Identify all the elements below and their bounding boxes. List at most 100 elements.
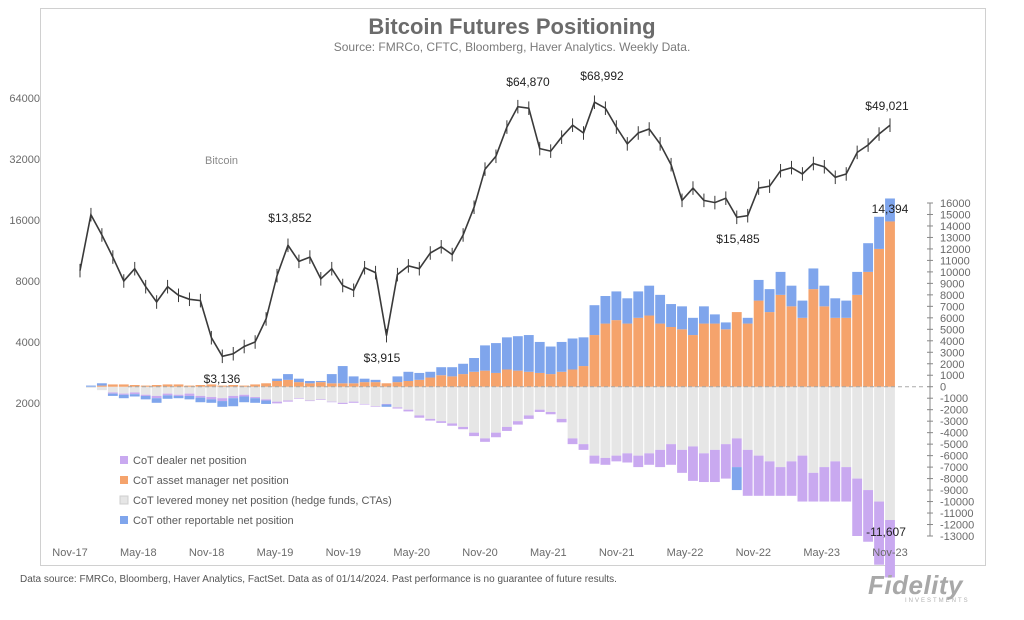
levered-bar	[512, 386, 523, 422]
levered-bar	[600, 386, 611, 458]
asset-manager-bar	[764, 312, 775, 387]
asset-manager-bar	[600, 323, 611, 387]
right-axis-ticks: 1600015000140001300012000110001000090008…	[927, 198, 974, 543]
asset-manager-bar	[283, 379, 293, 387]
other-bar	[272, 378, 282, 381]
asset-manager-bar	[567, 369, 578, 387]
levered-bar	[698, 386, 709, 454]
asset-manager-bar	[217, 385, 228, 387]
levered-bar	[326, 386, 337, 402]
other-bar	[392, 376, 403, 383]
right-tick-label: 6000	[940, 313, 964, 325]
other-bar	[512, 336, 523, 371]
other-bar	[567, 338, 578, 370]
levered-bar	[480, 386, 490, 439]
dealer-bar	[633, 455, 644, 468]
other-bar	[425, 371, 436, 378]
left-tick-label: 32000	[9, 154, 40, 166]
other-bar	[337, 366, 348, 384]
dealer-bar	[469, 432, 479, 437]
asset-manager-bar	[293, 382, 304, 387]
other-bar	[348, 376, 359, 384]
other-bar	[885, 198, 895, 222]
dealer-bar	[184, 393, 195, 396]
left-tick-label: 64000	[9, 93, 40, 105]
dealer-bar	[677, 449, 687, 473]
asset-manager-bar	[534, 372, 545, 387]
dealer-bar	[731, 438, 742, 468]
asset-manager-bar	[501, 369, 512, 387]
levered-bar	[469, 386, 479, 433]
dealer-bar	[403, 409, 414, 412]
levered-bar	[644, 386, 655, 454]
asset-manager-bar	[698, 323, 709, 387]
levered-bar	[633, 386, 644, 456]
levered-bar	[863, 386, 874, 491]
x-tick-label: May-23	[803, 547, 840, 559]
asset-manager-bar	[458, 374, 469, 387]
dealer-bar	[863, 490, 874, 542]
asset-manager-bar	[118, 384, 129, 387]
levered-bar	[458, 386, 469, 427]
asset-manager-bar	[359, 382, 370, 387]
other-bar	[731, 467, 742, 491]
annotation-label: $13,852	[268, 211, 312, 225]
other-bar	[523, 335, 534, 372]
levered-bar	[129, 386, 140, 393]
dealer-bar	[283, 400, 293, 402]
other-bar	[775, 271, 786, 295]
asset-manager-bar	[633, 317, 644, 387]
x-tick-label: Nov-23	[872, 547, 907, 559]
dealer-bar	[359, 403, 370, 405]
other-bar	[720, 322, 731, 330]
dealer-bar	[272, 401, 282, 404]
asset-manager-bar	[841, 317, 852, 387]
annotation-label: 14,394	[872, 202, 909, 216]
dealer-bar	[775, 467, 786, 496]
dealer-bar	[173, 394, 184, 396]
asset-manager-bar	[151, 385, 162, 387]
other-bar	[326, 374, 337, 384]
dealer-bar	[129, 392, 140, 395]
asset-manager-bar	[775, 294, 786, 387]
dealer-bar	[589, 455, 600, 464]
levered-bar	[720, 386, 731, 445]
right-tick-label: 16000	[940, 198, 971, 210]
other-bar	[797, 300, 808, 318]
asset-manager-bar	[852, 294, 863, 387]
dealer-bar	[381, 403, 392, 405]
asset-manager-bar	[512, 370, 523, 387]
right-tick-label: -1000	[940, 393, 968, 405]
other-bar	[370, 379, 381, 383]
dealer-bar	[491, 432, 501, 438]
annotation-label: $3,136	[204, 372, 241, 386]
levered-bar	[228, 386, 239, 396]
asset-manager-bar	[688, 335, 698, 387]
levered-bar	[315, 386, 326, 400]
levered-bar	[348, 386, 359, 402]
asset-manager-bar	[622, 323, 633, 387]
x-tick-label: May-21	[530, 547, 567, 559]
other-bar	[709, 314, 720, 324]
dealer-bar	[830, 461, 841, 502]
asset-manager-bar	[436, 375, 447, 387]
left-tick-label: 4000	[16, 337, 40, 349]
right-tick-label: -3000	[940, 416, 968, 428]
other-bar	[129, 394, 140, 397]
asset-manager-bar	[184, 385, 195, 387]
dealer-bar	[140, 394, 151, 396]
asset-manager-bar	[863, 271, 874, 387]
right-tick-label: 1000	[940, 370, 964, 382]
right-tick-label: 9000	[940, 278, 964, 290]
legend-label: CoT other reportable net position	[133, 515, 294, 527]
asset-manager-bar	[523, 371, 534, 387]
dealer-bar	[315, 399, 326, 400]
dealer-bar	[261, 399, 272, 401]
asset-manager-bar	[545, 374, 556, 387]
dealer-bar	[852, 478, 863, 536]
other-bar	[830, 298, 841, 318]
right-tick-label: -6000	[940, 451, 968, 463]
fidelity-logo: Fidelity	[868, 570, 964, 600]
right-tick-label: 14000	[940, 221, 971, 233]
other-bar	[414, 372, 425, 380]
